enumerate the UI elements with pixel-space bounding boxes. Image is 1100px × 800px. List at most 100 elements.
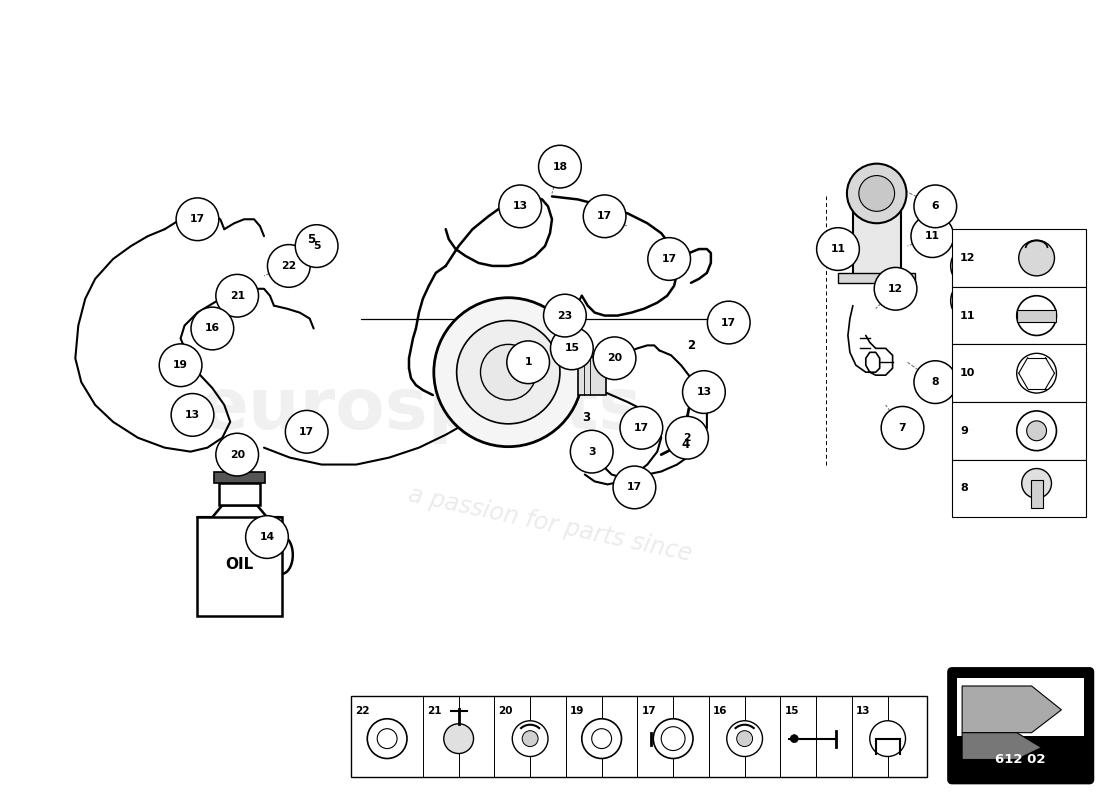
Text: 16: 16	[205, 323, 220, 334]
Circle shape	[267, 245, 310, 287]
Text: 12: 12	[960, 253, 976, 263]
Text: 3: 3	[587, 446, 595, 457]
Circle shape	[191, 307, 233, 350]
Circle shape	[914, 185, 957, 228]
Text: 13: 13	[696, 387, 712, 397]
Circle shape	[911, 214, 954, 258]
Circle shape	[648, 238, 691, 280]
Circle shape	[661, 726, 685, 750]
FancyBboxPatch shape	[578, 358, 606, 395]
Text: 20: 20	[607, 354, 623, 363]
Circle shape	[914, 361, 957, 403]
Circle shape	[859, 175, 894, 211]
Text: 19: 19	[570, 706, 584, 716]
Text: 17: 17	[627, 482, 642, 492]
Circle shape	[1016, 411, 1056, 450]
Text: 13: 13	[185, 410, 200, 420]
Text: 22: 22	[355, 706, 370, 716]
Circle shape	[582, 718, 621, 758]
Text: 17: 17	[661, 254, 676, 264]
Text: 2: 2	[683, 433, 691, 442]
FancyBboxPatch shape	[1016, 310, 1056, 322]
Circle shape	[592, 729, 612, 749]
Circle shape	[874, 267, 917, 310]
Circle shape	[216, 434, 258, 476]
Text: OIL: OIL	[226, 558, 254, 572]
FancyBboxPatch shape	[953, 344, 1086, 402]
Circle shape	[1019, 240, 1055, 276]
Circle shape	[683, 370, 725, 414]
Text: 21: 21	[230, 290, 245, 301]
FancyBboxPatch shape	[852, 202, 901, 276]
Circle shape	[1016, 296, 1056, 335]
Circle shape	[1016, 354, 1056, 393]
Circle shape	[507, 341, 550, 384]
Circle shape	[816, 228, 859, 270]
Circle shape	[1026, 421, 1046, 441]
Circle shape	[571, 430, 613, 473]
Text: 1: 1	[525, 358, 532, 367]
FancyBboxPatch shape	[948, 668, 1093, 783]
Circle shape	[481, 344, 536, 400]
Circle shape	[583, 195, 626, 238]
Circle shape	[847, 164, 906, 223]
Text: 17: 17	[641, 706, 656, 716]
FancyBboxPatch shape	[957, 678, 1085, 736]
Circle shape	[551, 302, 579, 330]
Circle shape	[172, 394, 213, 436]
FancyBboxPatch shape	[219, 483, 260, 506]
FancyBboxPatch shape	[558, 306, 572, 314]
Text: 23: 23	[558, 310, 572, 321]
Text: 2: 2	[688, 339, 695, 352]
Circle shape	[433, 298, 583, 446]
Circle shape	[176, 198, 219, 241]
Circle shape	[737, 730, 752, 746]
Text: 20: 20	[230, 450, 245, 460]
Text: 17: 17	[597, 211, 613, 222]
Text: 12: 12	[888, 284, 903, 294]
Text: 5: 5	[312, 241, 320, 251]
Circle shape	[881, 406, 924, 449]
Circle shape	[707, 301, 750, 344]
Text: 6: 6	[932, 202, 939, 211]
FancyBboxPatch shape	[198, 517, 282, 617]
Circle shape	[550, 327, 593, 370]
Text: 17: 17	[722, 318, 736, 327]
FancyBboxPatch shape	[953, 286, 1086, 344]
Circle shape	[522, 730, 538, 746]
Text: 18: 18	[552, 162, 568, 172]
FancyBboxPatch shape	[838, 273, 915, 283]
Circle shape	[543, 294, 586, 337]
Text: 7: 7	[899, 423, 906, 433]
Text: 14: 14	[260, 532, 275, 542]
Text: 11: 11	[960, 310, 976, 321]
Text: 11: 11	[830, 244, 846, 254]
Circle shape	[727, 721, 762, 757]
FancyBboxPatch shape	[953, 229, 1086, 286]
Circle shape	[160, 344, 202, 386]
Circle shape	[950, 279, 993, 322]
Circle shape	[666, 416, 708, 459]
Circle shape	[653, 718, 693, 758]
Circle shape	[295, 225, 338, 267]
FancyBboxPatch shape	[351, 696, 927, 778]
Polygon shape	[962, 686, 1062, 733]
Circle shape	[539, 146, 581, 188]
Text: 15: 15	[784, 706, 799, 716]
Text: 612 02: 612 02	[996, 753, 1046, 766]
Circle shape	[499, 185, 541, 228]
Circle shape	[456, 321, 560, 424]
Text: 22: 22	[282, 261, 297, 271]
Circle shape	[216, 274, 258, 317]
Text: 8: 8	[960, 483, 968, 494]
Text: 5: 5	[307, 233, 315, 246]
Text: 9: 9	[960, 426, 968, 436]
Circle shape	[1022, 469, 1052, 498]
Text: 3: 3	[582, 411, 590, 424]
Text: 13: 13	[856, 706, 870, 716]
Text: 4: 4	[681, 438, 690, 451]
Text: 9: 9	[968, 296, 976, 306]
Circle shape	[443, 724, 473, 754]
Circle shape	[613, 466, 656, 509]
FancyBboxPatch shape	[953, 459, 1086, 517]
